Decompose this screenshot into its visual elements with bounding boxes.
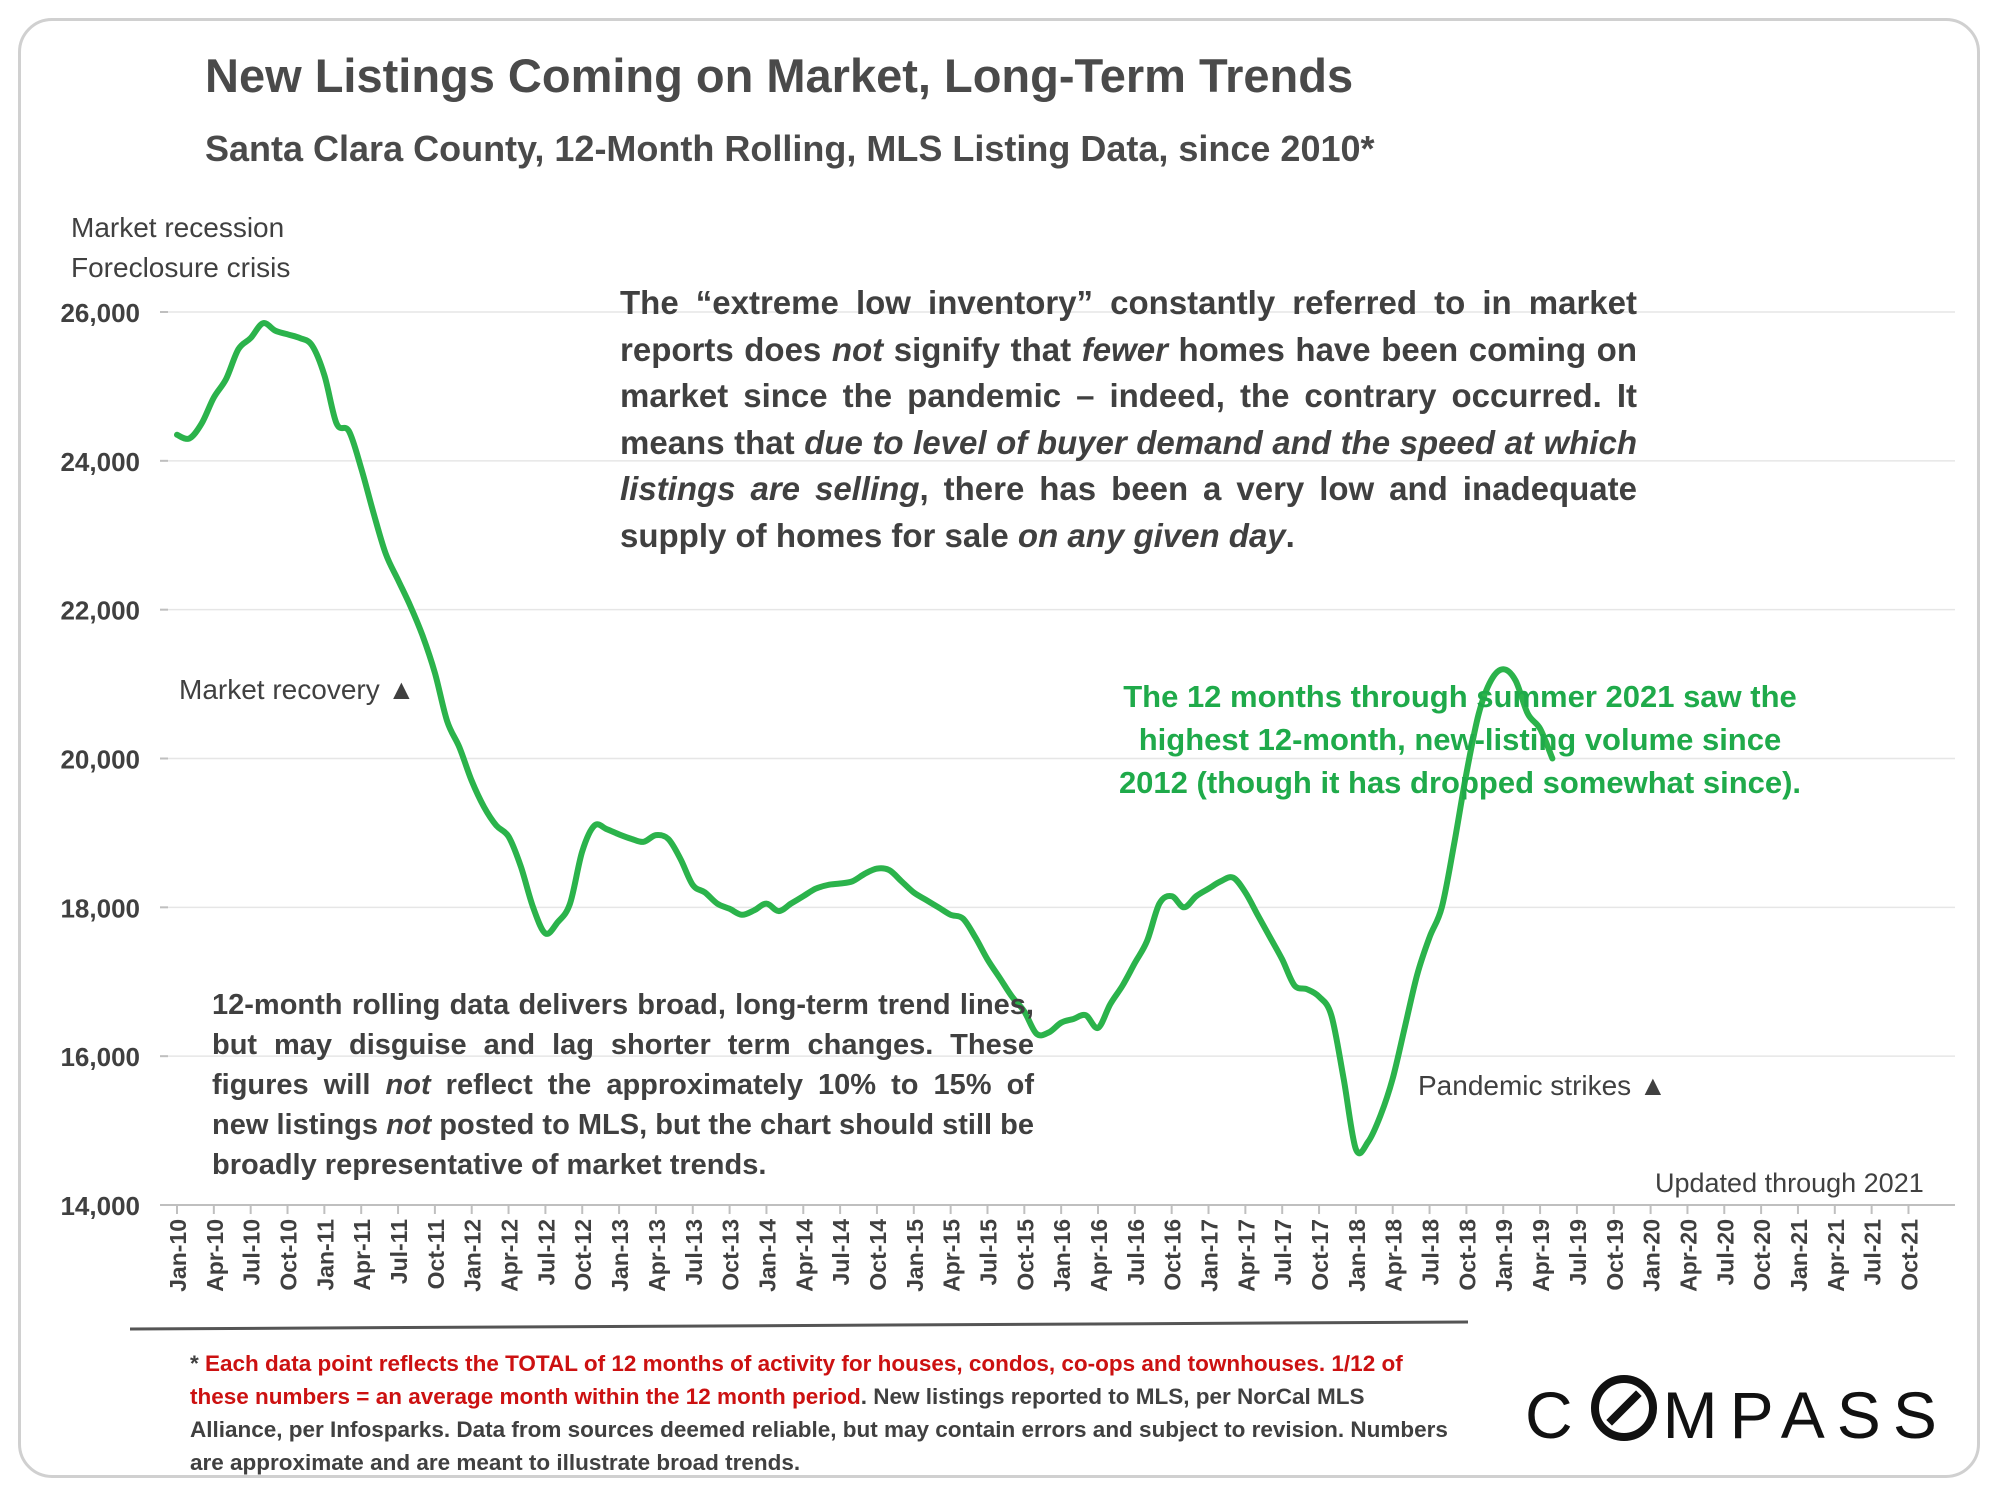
x-tick-label: Oct-18	[1454, 1219, 1480, 1291]
x-tick-label: Jan-12	[460, 1219, 486, 1292]
x-tick-label: Jul-19	[1565, 1219, 1591, 1285]
chart-card	[18, 18, 1980, 1478]
x-tick-label: Oct-11	[423, 1219, 449, 1290]
y-tick-label: 26,000	[60, 298, 140, 328]
x-tick-label: Jan-16	[1049, 1219, 1075, 1292]
y-tick-label: 20,000	[60, 745, 140, 775]
x-tick-label: Oct-13	[718, 1219, 744, 1291]
x-tick-label: Jul-10	[239, 1219, 265, 1285]
annotation-pandemic-strikes: Pandemic strikes ▲	[1418, 1070, 1667, 1101]
annotation-foreclosure-crisis: Foreclosure crisis	[71, 252, 291, 283]
x-axis-ticks: Jan-10 Apr-10 Jul-10 Oct-10 Jan-11 Apr-11 Jul-…	[165, 1205, 1922, 1292]
x-tick-label: Jul-11	[386, 1219, 412, 1284]
x-tick-label: Oct-20	[1749, 1219, 1775, 1291]
x-tick-label: Jan-11	[312, 1219, 338, 1291]
compass-o-icon	[1590, 1375, 1657, 1441]
x-tick-label: Jan-10	[165, 1219, 191, 1292]
x-tick-label: Jul-14	[828, 1219, 854, 1286]
x-tick-label: Apr-10	[202, 1219, 228, 1292]
x-tick-label: Jul-17	[1270, 1219, 1296, 1285]
x-tick-label: Oct-21	[1896, 1219, 1922, 1291]
inventory-explanation: The “extreme low inventory” constantly r…	[620, 284, 1637, 554]
series-line	[174, 320, 1556, 1157]
x-tick-label: Jul-20	[1712, 1219, 1738, 1285]
x-tick-label: Apr-13	[644, 1219, 670, 1292]
x-tick-label: Apr-12	[497, 1219, 523, 1292]
footnote-divider	[129, 1320, 1469, 1331]
x-tick-label: Jul-16	[1123, 1219, 1149, 1285]
x-tick-label: Oct-16	[1160, 1219, 1186, 1291]
x-tick-label: Apr-11	[349, 1219, 375, 1291]
y-tick-label: 18,000	[60, 893, 140, 923]
x-tick-label: Oct-14	[865, 1219, 891, 1291]
x-tick-label: Jul-21	[1860, 1219, 1886, 1286]
x-tick-label: Jan-17	[1197, 1219, 1223, 1292]
x-tick-label: Apr-18	[1381, 1219, 1407, 1292]
x-tick-label: Jul-12	[533, 1219, 559, 1285]
y-tick-label: 24,000	[60, 447, 140, 477]
x-tick-label: Oct-12	[570, 1219, 596, 1291]
x-tick-label: Oct-19	[1602, 1219, 1628, 1291]
x-tick-label: Jan-20	[1639, 1219, 1665, 1292]
x-tick-label: Jan-14	[754, 1219, 780, 1292]
chart-subtitle: Santa Clara County, 12-Month Rolling, ML…	[205, 128, 1375, 169]
annotation-market-recovery: Market recovery ▲	[179, 674, 416, 705]
y-tick-label: 14,000	[60, 1191, 140, 1221]
y-tick-label: 16,000	[60, 1042, 140, 1072]
gridlines	[168, 311, 1955, 1057]
compass-logo: C MPASS	[1525, 1375, 1949, 1453]
footnote: * Each data point reflects the TOTAL of …	[190, 1351, 1448, 1475]
x-tick-label: Jul-15	[975, 1219, 1001, 1286]
x-tick-label: Jan-15	[902, 1219, 928, 1292]
x-tick-label: Apr-16	[1086, 1219, 1112, 1292]
x-tick-label: Oct-17	[1307, 1219, 1333, 1291]
x-tick-label: Jul-18	[1418, 1219, 1444, 1286]
x-tick-label: Apr-19	[1528, 1219, 1554, 1292]
annotation-updated-through: Updated through 2021	[1655, 1168, 1924, 1198]
chart-title: New Listings Coming on Market, Long-Term…	[205, 49, 1354, 102]
x-tick-label: Apr-17	[1233, 1219, 1259, 1292]
x-tick-label: Jan-21	[1786, 1219, 1812, 1292]
x-tick-label: Apr-15	[939, 1219, 965, 1292]
rolling-data-note: 12-month rolling data delivers broad, lo…	[212, 989, 1035, 1181]
x-tick-label: Apr-20	[1675, 1219, 1701, 1292]
y-axis-ticks: 14,000 16,000 18,000 20,000 22,000 24,000 26,0…	[60, 298, 168, 1221]
x-tick-label: Jan-13	[607, 1219, 633, 1292]
x-tick-label: Oct-10	[276, 1219, 302, 1291]
annotation-market-recession: Market recession	[71, 212, 285, 243]
x-tick-label: Apr-21	[1823, 1219, 1849, 1292]
x-tick-label: Oct-15	[1012, 1219, 1038, 1291]
summer-2021-callout: The 12 months through summer 2021 saw th…	[1118, 679, 1802, 800]
x-tick-label: Apr-14	[791, 1219, 817, 1292]
x-tick-label: Jan-19	[1491, 1219, 1517, 1292]
x-tick-label: Jan-18	[1344, 1219, 1370, 1292]
x-tick-label: Jul-13	[681, 1219, 707, 1285]
y-tick-label: 22,000	[60, 596, 140, 626]
